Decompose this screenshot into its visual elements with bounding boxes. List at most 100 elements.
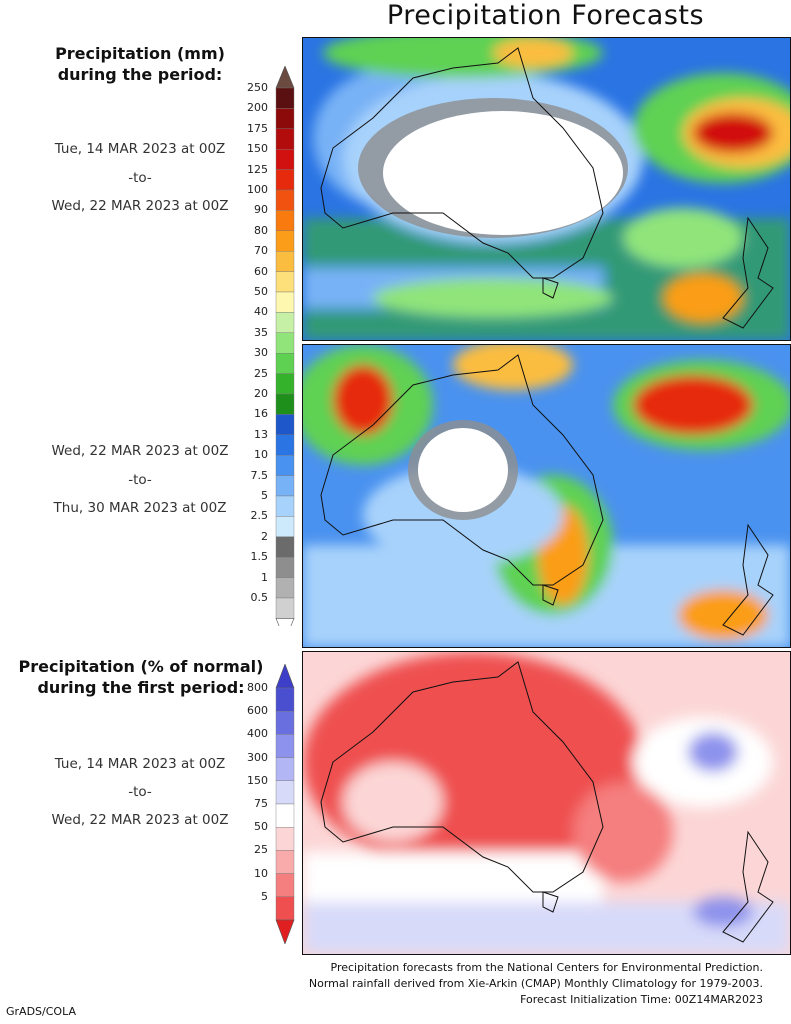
pct-colorbar-label: 400 [247,727,268,741]
mm-colorbar-label: 90 [254,203,268,217]
mm-colorbar-label: 80 [254,223,268,237]
pct-colorbar-segment [275,687,295,712]
mm-colorbar-label: 200 [247,101,268,115]
mm-colorbar-segment [275,475,295,497]
pct-colorbar-segment [275,734,295,758]
pct-colorbar-label: 75 [254,797,268,810]
pct-colorbar-label: 300 [247,750,268,764]
mm-colorbar-label: 1.5 [250,550,269,564]
mm-colorbar-label: 30 [254,346,268,360]
mm-colorbar-segment [275,312,295,333]
mm-colorbar-label: 2.5 [250,509,269,523]
mm-colorbar-segment [275,128,295,150]
grads-credit: GrADS/COLA [6,1005,76,1018]
mm-colorbar-label: 2 [261,529,268,543]
pct-colorbar-segment [275,850,295,874]
mm-colorbar-segment [275,414,295,435]
map-panel-period2 [302,344,791,648]
pct-colorbar-segment [275,873,295,898]
mm-colorbar-label: 175 [247,121,268,135]
pct-colorbar-label: 800 [247,681,268,694]
mm-colorbar-label: 20 [254,387,268,400]
period3-start: Tue, 14 MAR 2023 at 00Z [54,756,226,772]
mm-colorbar-segment [275,230,295,252]
precip-mm-heading-line2: during the period: [57,65,223,84]
mm-colorbar-label: 125 [247,162,268,176]
pct-colorbar-segment [275,826,295,851]
mm-colorbar-label: 50 [254,285,268,298]
mm-colorbar-segment [275,250,295,272]
mm-colorbar-segment [275,291,295,313]
map-pct-normal-image [303,652,790,954]
map-period1-image [303,38,790,340]
period3-end: Wed, 22 MAR 2023 at 00Z [51,812,229,828]
pct-colorbar-label: 50 [254,820,268,834]
precip-mm-heading-line1: Precipitation (mm) [55,44,225,63]
pct-colorbar-segment [275,896,295,921]
pct-colorbar [275,664,295,944]
map-period2-image [303,345,790,647]
mm-colorbar [275,66,295,626]
mm-colorbar-label: 1 [261,570,268,584]
mm-colorbar-segment [275,189,295,211]
mm-colorbar-segment [275,495,295,517]
pct-colorbar-segment [275,780,295,805]
mm-colorbar-segment [275,434,295,456]
mm-colorbar-bottom-cap [275,618,295,626]
period3-sep: -to- [128,784,152,800]
page-title: Precipitation Forecasts [386,0,705,31]
mm-colorbar-segment [275,597,295,619]
mm-colorbar-label: 13 [254,427,268,441]
period1-sep: -to- [128,170,152,186]
mm-colorbar-segment [275,148,295,170]
pct-colorbar-label: 5 [261,889,268,903]
mm-colorbar-segment [275,577,295,599]
mm-colorbar-top-cap [275,66,295,89]
mm-colorbar-label: 40 [254,305,268,319]
pct-colorbar-segment [275,711,295,735]
footer-notes: Precipitation forecasts from the Nationa… [309,960,763,1008]
mm-colorbar-label: 7.5 [250,468,269,482]
mm-colorbar-label: 25 [254,366,268,380]
mm-colorbar-segment [275,373,295,395]
mm-colorbar-label: 150 [247,142,268,156]
map-panel-pct-normal [302,651,791,955]
period1-start: Tue, 14 MAR 2023 at 00Z [54,141,226,157]
precip-pct-heading-line1: Precipitation (% of normal) [18,657,264,676]
pct-colorbar-label: 25 [254,843,268,857]
pct-colorbar-label: 600 [247,704,268,718]
mm-colorbar-label: 60 [254,264,268,278]
mm-colorbar-segment [275,557,295,578]
pct-colorbar-top-cap [275,664,295,689]
mm-colorbar-segment [275,536,295,558]
mm-colorbar-label: 10 [254,448,268,462]
mm-colorbar-segment [275,393,295,415]
mm-colorbar-label: 16 [254,407,268,421]
footer-line3: Forecast Initialization Time: 00Z14MAR20… [520,993,763,1006]
mm-colorbar-segment [275,332,295,354]
pct-colorbar-label: 150 [247,773,268,787]
mm-colorbar-segment [275,271,295,293]
period2-sep: -to- [128,472,152,488]
period2-end: Thu, 30 MAR 2023 at 00Z [53,500,227,516]
precip-mm-heading: Precipitation (mm) during the period: [30,43,250,85]
mm-colorbar-segment [275,169,295,191]
footer-line1: Precipitation forecasts from the Nationa… [330,961,764,974]
pct-colorbar-label: 10 [254,866,268,880]
mm-colorbar-segment [275,455,295,476]
mm-colorbar-segment [275,108,295,130]
pct-colorbar-bottom-cap [275,919,295,944]
mm-colorbar-label: 70 [254,244,268,258]
footer-line2: Normal rainfall derived from Xie-Arkin (… [308,977,763,990]
mm-colorbar-segment [275,353,295,374]
mm-colorbar-label: 0.5 [250,591,269,604]
mm-colorbar-segment [275,210,295,231]
mm-colorbar-label: 100 [247,183,268,196]
map-panel-period1 [302,37,791,341]
mm-colorbar-label: 5 [261,489,268,502]
period2-start: Wed, 22 MAR 2023 at 00Z [51,443,229,459]
pct-colorbar-segment [275,757,295,781]
mm-colorbar-segment [275,516,295,537]
pct-colorbar-segment [275,803,295,828]
period1-end: Wed, 22 MAR 2023 at 00Z [51,198,229,214]
